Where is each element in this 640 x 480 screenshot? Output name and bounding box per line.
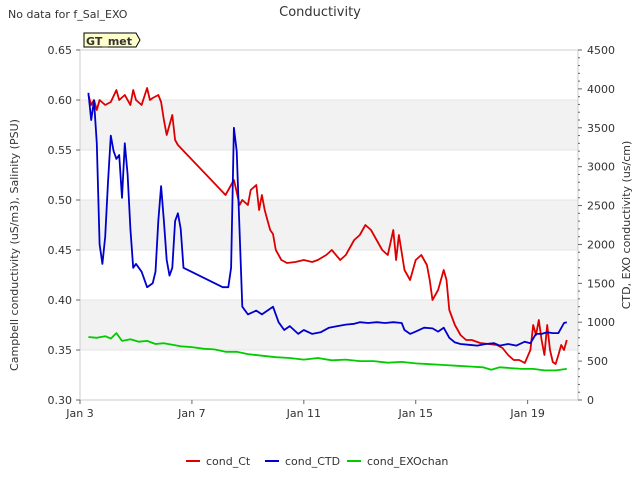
right-tick-label: 3500: [587, 122, 615, 135]
legend-item-cond_EXOchan: cond_EXOchan: [347, 455, 448, 468]
right-tick-label: 500: [587, 355, 608, 368]
x-tick-label: Jan 19: [509, 407, 544, 420]
legend-label: cond_EXOchan: [367, 455, 448, 468]
band-0: [80, 300, 578, 350]
right-tick-label: 2000: [587, 238, 615, 251]
right-tick-label: 4500: [587, 44, 615, 57]
band-1: [80, 200, 578, 250]
legend-item-cond_CTD: cond_CTD: [265, 455, 340, 468]
left-axis-label: Campbell conductivity (uS/m3), Salinity …: [8, 119, 21, 371]
left-tick-label: 0.65: [48, 44, 73, 57]
badge-label: GT_met: [86, 35, 132, 48]
series-lines: [87, 87, 568, 372]
x-tick-label: Jan 15: [398, 407, 433, 420]
series-line-cond_Ct: [87, 87, 568, 365]
right-tick-label: 2500: [587, 200, 615, 213]
x-tick-label: Jan 11: [286, 407, 321, 420]
background-bands: [80, 100, 578, 350]
legend-label: cond_CTD: [285, 455, 340, 468]
series-line-cond_CTD: [87, 92, 568, 347]
left-tick-label: 0.55: [48, 144, 73, 157]
legend-label: cond_Ct: [206, 455, 251, 468]
x-tick-label: Jan 7: [177, 407, 205, 420]
series-line-cond_EXOchan: [88, 332, 567, 372]
left-tick-label: 0.60: [48, 94, 73, 107]
right-tick-label: 1000: [587, 316, 615, 329]
left-tick-label: 0.50: [48, 194, 73, 207]
left-tick-label: 0.45: [48, 244, 73, 257]
left-tick-label: 0.35: [48, 344, 73, 357]
right-axis-label: CTD, EXO conductivity (us/cm): [620, 141, 633, 310]
right-tick-label: 3000: [587, 161, 615, 174]
band-2: [80, 100, 578, 150]
right-tick-label: 0: [587, 394, 594, 407]
left-tick-label: 0.30: [48, 394, 73, 407]
badge-shape: [83, 32, 141, 48]
chart-title: Conductivity: [279, 5, 361, 20]
plot-frame: [79, 49, 579, 401]
axis-ticks: 0.30 0.35 0.40 0.45 0.50 0.55 0.60 0.65 0 500 1000…: [48, 44, 616, 420]
right-tick-label: 1500: [587, 277, 615, 290]
legend-item-cond_Ct: cond_Ct: [186, 455, 251, 468]
x-tick-label: Jan 3: [65, 407, 93, 420]
no-data-note: No data for f_Sal_EXO: [8, 8, 128, 21]
gt-met-badge[interactable]: GT_met: [83, 32, 141, 48]
right-tick-label: 4000: [587, 83, 615, 96]
legend: cond_Ct cond_CTD cond_EXOchan: [186, 455, 448, 468]
left-tick-label: 0.40: [48, 294, 73, 307]
